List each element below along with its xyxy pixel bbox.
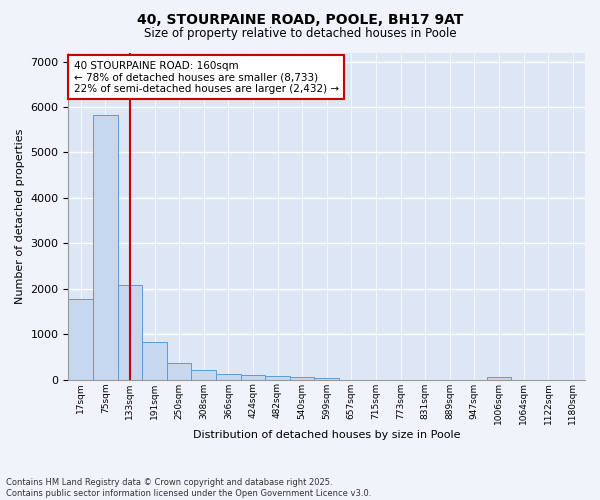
Text: 40, STOURPAINE ROAD, POOLE, BH17 9AT: 40, STOURPAINE ROAD, POOLE, BH17 9AT xyxy=(137,12,463,26)
Bar xyxy=(93,115,118,380)
Bar xyxy=(216,374,241,380)
Text: Size of property relative to detached houses in Poole: Size of property relative to detached ho… xyxy=(143,28,457,40)
Bar xyxy=(191,370,216,380)
Bar xyxy=(118,284,142,380)
Text: Contains HM Land Registry data © Crown copyright and database right 2025.
Contai: Contains HM Land Registry data © Crown c… xyxy=(6,478,371,498)
Bar xyxy=(487,377,511,380)
X-axis label: Distribution of detached houses by size in Poole: Distribution of detached houses by size … xyxy=(193,430,460,440)
Y-axis label: Number of detached properties: Number of detached properties xyxy=(15,128,25,304)
Bar xyxy=(314,378,339,380)
Bar xyxy=(241,375,265,380)
Bar xyxy=(68,298,93,380)
Bar xyxy=(167,362,191,380)
Bar xyxy=(265,376,290,380)
Bar xyxy=(290,377,314,380)
Bar xyxy=(142,342,167,380)
Text: 40 STOURPAINE ROAD: 160sqm
← 78% of detached houses are smaller (8,733)
22% of s: 40 STOURPAINE ROAD: 160sqm ← 78% of deta… xyxy=(74,60,338,94)
